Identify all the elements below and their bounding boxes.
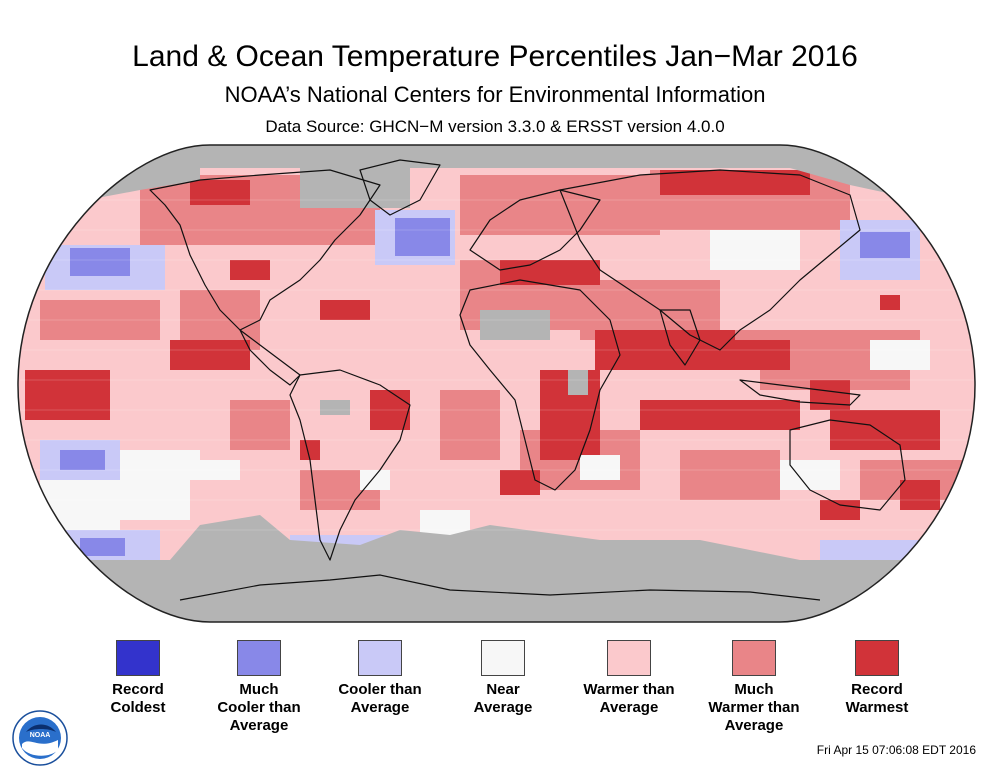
legend-item-cooler: Cooler than Average [320, 640, 440, 717]
legend-label: Warmer than Average [583, 681, 675, 716]
legend-label: Cooler than Average [338, 681, 422, 716]
legend-label: Much Warmer than Average [708, 681, 800, 734]
legend-swatch [116, 640, 160, 676]
coastlines [149, 159, 906, 601]
legend-swatch [481, 640, 525, 676]
legend-item-near-average: Near Average [443, 640, 563, 717]
data-source: Data Source: GHCN−M version 3.3.0 & ERSS… [265, 117, 725, 136]
map-title: Land & Ocean Temperature Percentiles Jan… [132, 40, 858, 73]
legend-item-warmer: Warmer than Average [569, 640, 689, 717]
globe-outline [17, 144, 976, 623]
legend-label: Much Cooler than Average [217, 681, 301, 734]
north-america-outline [149, 169, 381, 331]
asia-outline [559, 169, 861, 351]
africa-outline [459, 279, 621, 491]
legend-label: Record Warmest [845, 681, 909, 716]
svg-text:NOAA: NOAA [30, 732, 51, 739]
indonesia-outline [739, 379, 861, 406]
timestamp: Fri Apr 15 07:06:08 EDT 2016 [816, 743, 976, 757]
south-america-outline [289, 369, 411, 561]
legend-swatch [237, 640, 281, 676]
grid-lines [20, 199, 975, 531]
central-america-outline [239, 329, 301, 386]
australia-outline [789, 419, 906, 511]
legend-item-much-warmer: Much Warmer than Average [694, 640, 814, 735]
legend-label: Near Average [473, 681, 533, 716]
temperature-percentile-map [17, 144, 976, 623]
antarctica-outline [179, 574, 821, 601]
europe-outline [469, 189, 601, 271]
legend-item-much-cooler: Much Cooler than Average [199, 640, 319, 735]
legend-item-record-warmest: Record Warmest [817, 640, 937, 717]
legend-label: Record Coldest [110, 681, 166, 716]
noaa-logo-icon: NOAA [12, 710, 68, 766]
india-outline [659, 309, 701, 366]
legend-swatch [358, 640, 402, 676]
legend-swatch [855, 640, 899, 676]
legend-item-record-coldest: Record Coldest [78, 640, 198, 717]
greenland-outline [359, 159, 441, 216]
legend-swatch [732, 640, 776, 676]
legend-swatch [607, 640, 651, 676]
map-subtitle: NOAA’s National Centers for Environmenta… [224, 82, 766, 107]
